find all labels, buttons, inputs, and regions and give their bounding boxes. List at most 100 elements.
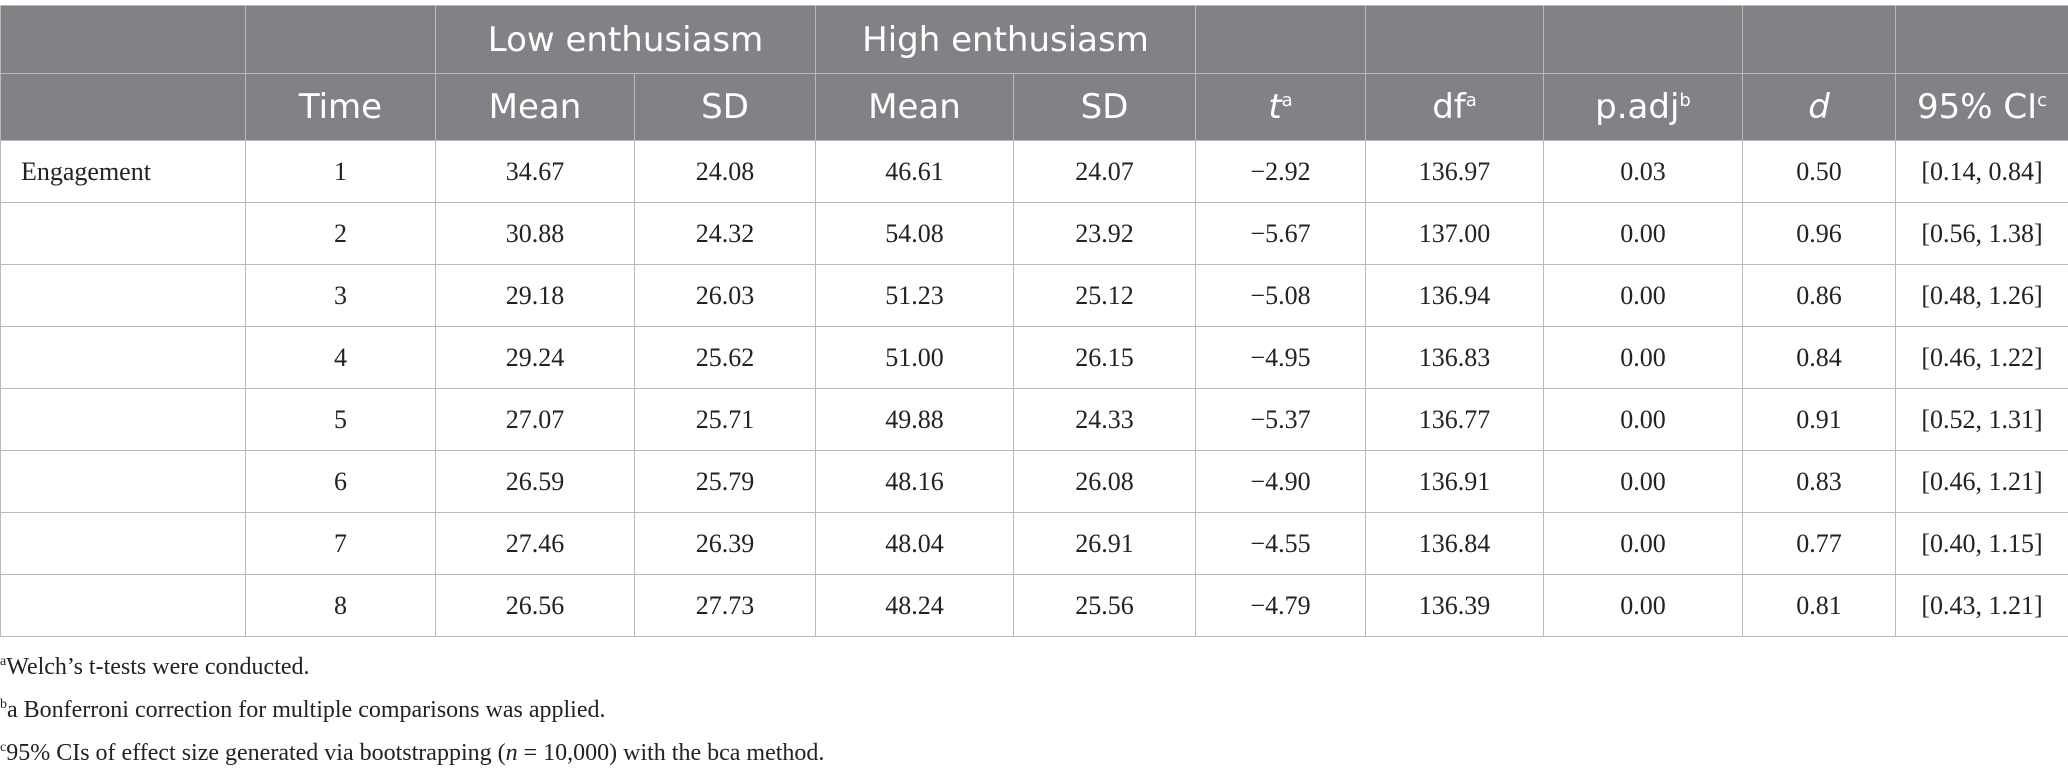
high-mean-cell: 51.23 [816,265,1014,327]
row-label-cell [1,513,246,575]
df-cell: 136.84 [1366,513,1544,575]
header-ci: 95% CIc [1896,74,2068,141]
df-cell: 136.77 [1366,389,1544,451]
p-adj-cell: 0.00 [1544,327,1743,389]
ci-cell: [0.52, 1.31] [1896,389,2068,451]
t-value-cell: −4.55 [1196,513,1366,575]
ci-cell: [0.46, 1.21] [1896,451,2068,513]
effect-size-cell: 0.96 [1743,203,1896,265]
ci-cell: [0.14, 0.84] [1896,141,2068,203]
header-t: ta [1196,74,1366,141]
effect-size-cell: 0.83 [1743,451,1896,513]
row-label-cell [1,203,246,265]
time-cell: 3 [246,265,436,327]
low-mean-cell: 30.88 [436,203,635,265]
effect-size-cell: 0.86 [1743,265,1896,327]
p-adj-cell: 0.00 [1544,513,1743,575]
header-high-mean: Mean [816,74,1014,141]
low-sd-cell: 24.32 [635,203,816,265]
header-high-enthusiasm: High enthusiasm [816,6,1196,74]
high-mean-cell: 48.16 [816,451,1014,513]
header-low-mean: Mean [436,74,635,141]
effect-size-cell: 0.91 [1743,389,1896,451]
effect-size-cell: 0.81 [1743,575,1896,637]
low-mean-cell: 34.67 [436,141,635,203]
row-label-cell [1,327,246,389]
header-t-label: t [1268,87,1281,127]
header-padj: p.adjb [1544,74,1743,141]
footnote-marker: a [1466,90,1477,111]
ci-cell: [0.56, 1.38] [1896,203,2068,265]
footnote-marker: c [2037,90,2047,111]
high-sd-cell: 24.07 [1014,141,1196,203]
row-label-cell [1,265,246,327]
header-empty [1544,6,1743,74]
time-cell: 4 [246,327,436,389]
header-empty [1896,6,2068,74]
time-cell: 1 [246,141,436,203]
header-empty [1366,6,1544,74]
header-low-sd: SD [635,74,816,141]
header-row-groups: Low enthusiasm High enthusiasm [1,6,2068,74]
time-cell: 2 [246,203,436,265]
high-mean-cell: 48.04 [816,513,1014,575]
low-sd-cell: 25.62 [635,327,816,389]
t-value-cell: −4.79 [1196,575,1366,637]
time-cell: 5 [246,389,436,451]
high-sd-cell: 25.12 [1014,265,1196,327]
header-high-sd: SD [1014,74,1196,141]
low-sd-cell: 27.73 [635,575,816,637]
high-mean-cell: 54.08 [816,203,1014,265]
header-d: d [1743,74,1896,141]
low-mean-cell: 26.59 [436,451,635,513]
p-adj-cell: 0.03 [1544,141,1743,203]
df-cell: 136.39 [1366,575,1544,637]
footnote-text: 95% CIs of effect size generated via boo… [6,740,505,766]
p-adj-cell: 0.00 [1544,451,1743,513]
footnote-marker: b [0,697,7,712]
footnote-n: n [506,740,518,766]
df-cell: 136.83 [1366,327,1544,389]
header-time: Time [246,74,436,141]
ci-cell: [0.43, 1.21] [1896,575,2068,637]
time-cell: 6 [246,451,436,513]
row-label-cell [1,575,246,637]
header-df: dfa [1366,74,1544,141]
high-mean-cell: 49.88 [816,389,1014,451]
effect-size-cell: 0.50 [1743,141,1896,203]
time-cell: 7 [246,513,436,575]
low-sd-cell: 26.39 [635,513,816,575]
row-label-cell [1,451,246,513]
t-value-cell: −2.92 [1196,141,1366,203]
high-sd-cell: 26.91 [1014,513,1196,575]
ci-cell: [0.48, 1.26] [1896,265,2068,327]
low-sd-cell: 25.71 [635,389,816,451]
header-ci-label: 95% CI [1917,87,2037,127]
p-adj-cell: 0.00 [1544,203,1743,265]
df-cell: 137.00 [1366,203,1544,265]
low-mean-cell: 27.46 [436,513,635,575]
header-df-label: df [1432,87,1466,127]
results-table: Low enthusiasm High enthusiasm Time Mean… [0,5,2068,637]
footnote-text: a Bonferroni correction for multiple com… [7,697,606,723]
footnote-marker: a [1282,90,1293,111]
row-label-cell: Engagement [1,141,246,203]
high-sd-cell: 25.56 [1014,575,1196,637]
header-empty [1743,6,1896,74]
p-adj-cell: 0.00 [1544,575,1743,637]
low-mean-cell: 29.24 [436,327,635,389]
table-footnotes: aWelch’s t-tests were conducted. ba Bonf… [0,645,824,774]
header-padj-label: p.adj [1595,87,1679,127]
df-cell: 136.97 [1366,141,1544,203]
p-adj-cell: 0.00 [1544,389,1743,451]
df-cell: 136.94 [1366,265,1544,327]
t-value-cell: −5.67 [1196,203,1366,265]
header-empty [246,6,436,74]
t-value-cell: −5.08 [1196,265,1366,327]
high-sd-cell: 26.15 [1014,327,1196,389]
footnote-b: ba Bonferroni correction for multiple co… [0,688,824,727]
